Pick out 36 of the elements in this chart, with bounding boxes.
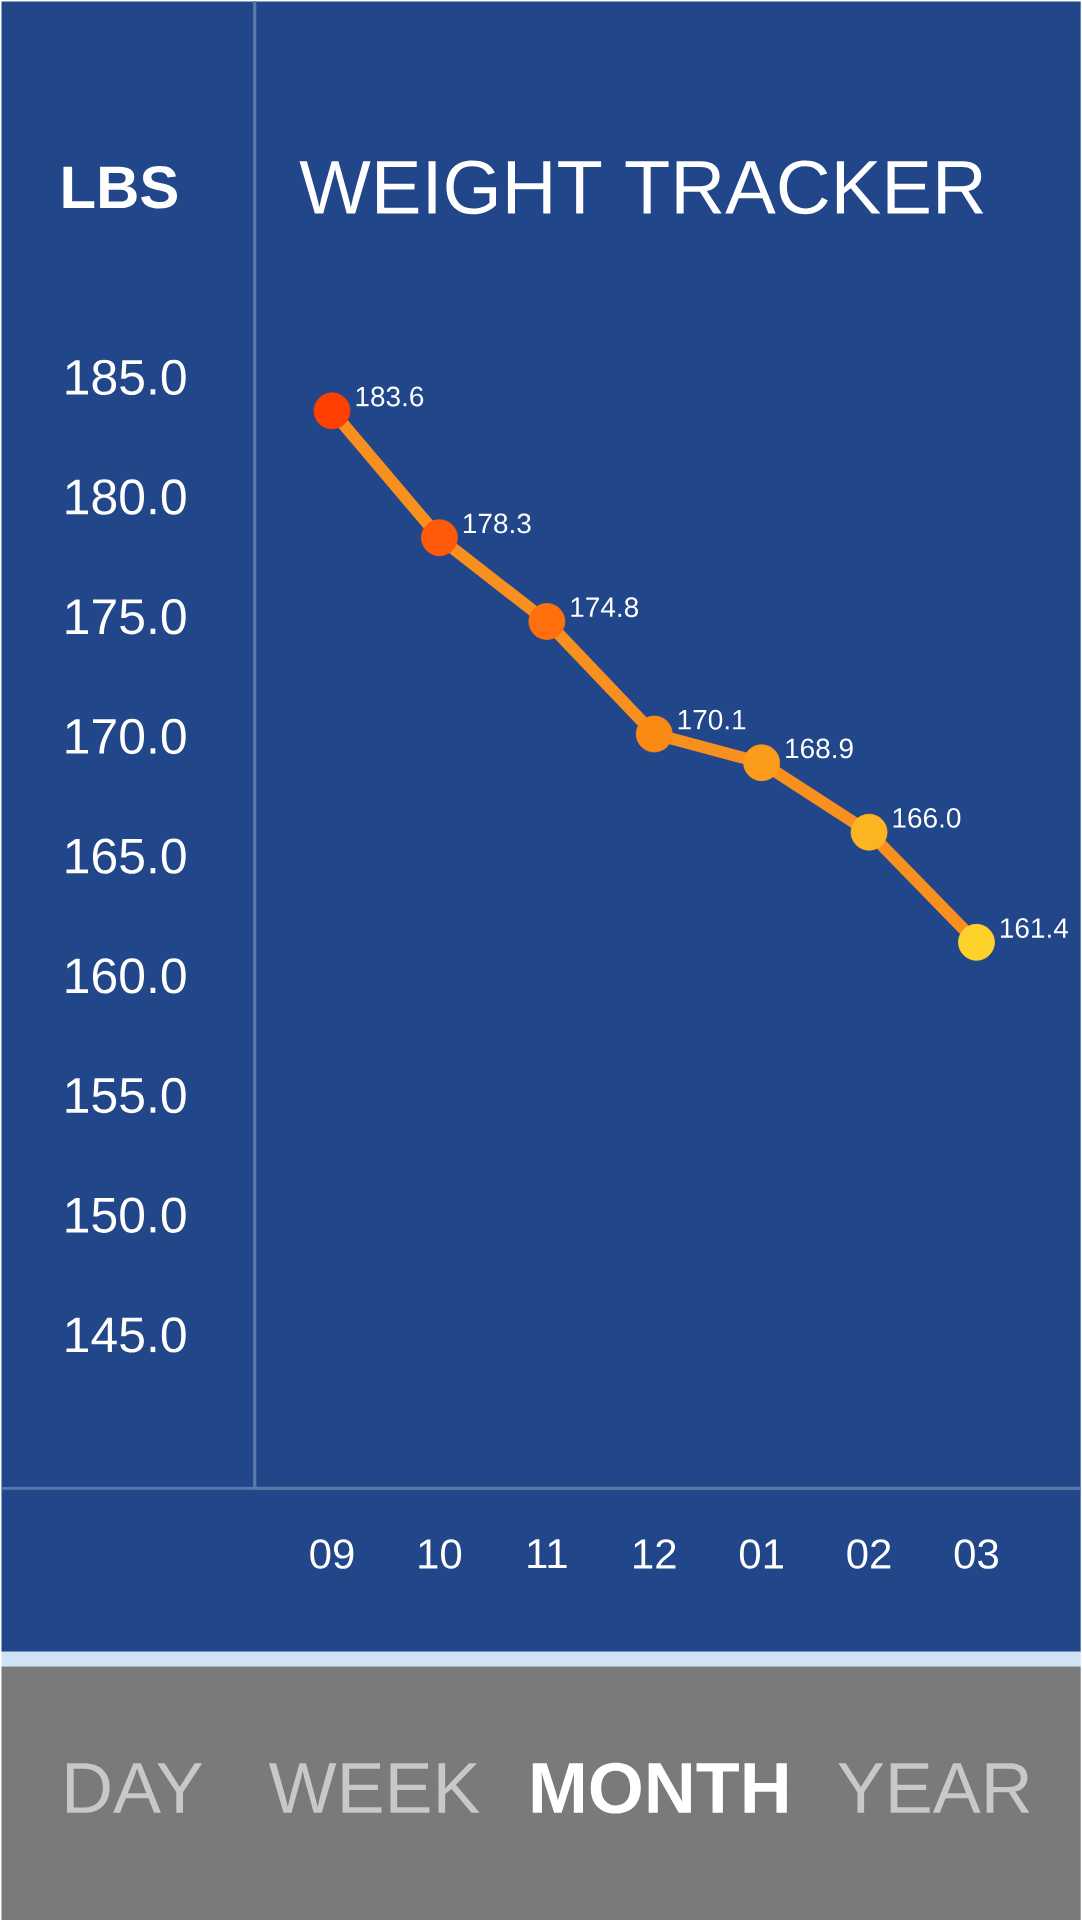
- x-tick-label: 09: [310, 1539, 354, 1569]
- x-tick-label: 01: [739, 1539, 783, 1569]
- text: MONTH: [532, 1762, 787, 1814]
- x-tick-label: 02: [847, 1539, 891, 1569]
- text: WEEK: [268, 1763, 480, 1813]
- y-tick-label: 155.0: [66, 1077, 186, 1114]
- y-tick-label: 180.0: [66, 479, 186, 515]
- point: [743, 744, 780, 782]
- y-tick-label: 150.0: [66, 1197, 186, 1233]
- point: [420, 519, 458, 557]
- x-tick-label: 10: [419, 1539, 462, 1569]
- x-tick-label: 03: [954, 1539, 998, 1569]
- data-label: 161.4: [1000, 918, 1068, 938]
- data-label: 178.3: [463, 513, 531, 534]
- point: [528, 603, 566, 640]
- y-tick-label: 175.0: [66, 599, 186, 635]
- y-tick-label: 185.0: [66, 359, 186, 396]
- text: WEIGHT TRACKER: [299, 160, 984, 215]
- point: [958, 923, 995, 961]
- x-tick-label: 12: [634, 1539, 676, 1569]
- point: [313, 392, 351, 430]
- data-label: 166.0: [893, 807, 961, 828]
- data-label: 170.1: [678, 709, 746, 730]
- text: DAY: [66, 1763, 203, 1813]
- y-tick-label: 145.0: [66, 1317, 186, 1353]
- x-tick-label: 11: [528, 1539, 567, 1569]
- data-label: 168.9: [786, 738, 853, 759]
- y-tick-label: 170.0: [66, 718, 186, 755]
- point: [635, 715, 673, 753]
- point: [850, 813, 888, 851]
- y-tick-label: 160.0: [66, 958, 186, 994]
- data-label: 183.6: [356, 386, 424, 407]
- y-axis-title: LBS: [63, 166, 177, 209]
- text: YEAR: [838, 1763, 1030, 1813]
- data-label: 174.8: [571, 597, 638, 618]
- y-tick-label: 165.0: [66, 838, 186, 874]
